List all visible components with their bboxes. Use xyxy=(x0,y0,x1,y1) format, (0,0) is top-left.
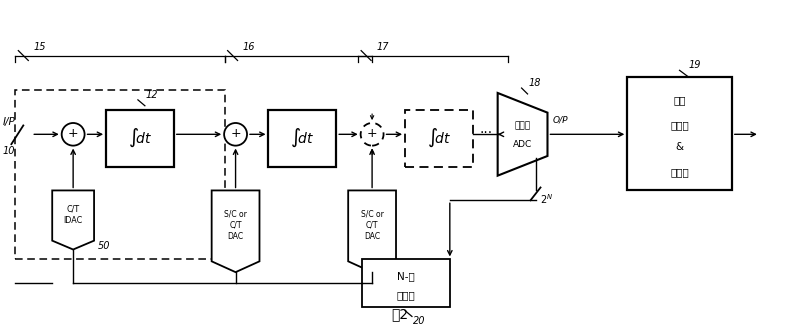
Polygon shape xyxy=(498,93,547,176)
Text: 19: 19 xyxy=(689,60,701,70)
Text: 15: 15 xyxy=(34,42,46,51)
Text: 滤波器: 滤波器 xyxy=(670,120,689,130)
Text: O/P: O/P xyxy=(553,115,568,124)
Text: 2$^N$: 2$^N$ xyxy=(539,192,553,206)
Text: ···: ··· xyxy=(480,126,493,140)
Circle shape xyxy=(224,123,247,146)
Text: $\int\!dt$: $\int\!dt$ xyxy=(290,127,314,149)
Text: 加扰器: 加扰器 xyxy=(397,290,415,300)
Text: 数字: 数字 xyxy=(674,95,686,105)
Circle shape xyxy=(361,123,383,146)
Bar xyxy=(405,110,473,167)
Circle shape xyxy=(62,123,85,146)
Bar xyxy=(15,90,225,259)
Text: ADC: ADC xyxy=(513,140,532,148)
Text: S/C or
C/T
DAC: S/C or C/T DAC xyxy=(224,210,247,241)
Text: +: + xyxy=(366,127,378,140)
Text: 50: 50 xyxy=(98,241,110,250)
Text: I/P: I/P xyxy=(2,116,15,126)
Text: &: & xyxy=(675,143,683,152)
Text: 16: 16 xyxy=(242,42,255,51)
Text: 18: 18 xyxy=(529,78,541,88)
Text: N-位: N-位 xyxy=(397,271,415,281)
Text: +: + xyxy=(68,127,78,140)
Text: 20: 20 xyxy=(413,316,426,326)
Text: $\int\!dt$: $\int\!dt$ xyxy=(426,127,451,149)
Text: 图2: 图2 xyxy=(391,307,409,321)
Text: 12: 12 xyxy=(146,90,158,100)
Text: 快闪式: 快闪式 xyxy=(514,121,530,130)
Bar xyxy=(362,259,450,307)
Text: S/C or
C/T
DAC: S/C or C/T DAC xyxy=(361,210,383,241)
Text: $\int\!dt$: $\int\!dt$ xyxy=(127,127,152,149)
Polygon shape xyxy=(212,190,259,272)
Bar xyxy=(269,110,336,167)
Bar xyxy=(106,110,174,167)
Text: 10: 10 xyxy=(2,146,15,156)
Text: +: + xyxy=(230,127,241,140)
Bar xyxy=(627,77,732,190)
Polygon shape xyxy=(348,190,396,272)
Text: C/T
IDAC: C/T IDAC xyxy=(63,205,82,225)
Text: 抽取器: 抽取器 xyxy=(670,167,689,177)
Text: 17: 17 xyxy=(376,42,389,51)
Polygon shape xyxy=(52,190,94,249)
